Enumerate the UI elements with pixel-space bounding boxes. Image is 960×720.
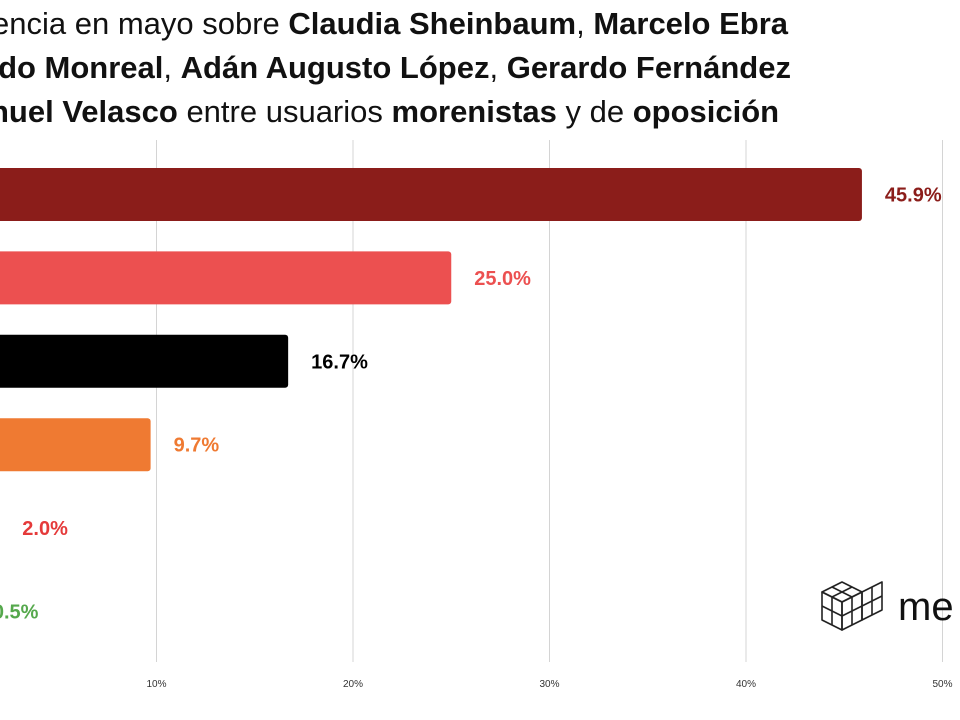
title-line3-segment-2: morenistas [391, 94, 557, 129]
title-line2-segment-4: Gerardo Fernández [506, 50, 791, 85]
logo-text: me [898, 585, 954, 629]
title-line1-segment-3: Marcelo Ebra [593, 6, 789, 41]
bar-3 [0, 418, 151, 472]
bar-value-label-2: 16.7% [311, 351, 368, 373]
title-line2-segment-0: rdo Monreal [0, 50, 164, 85]
title-line1-segment-2: , [576, 6, 594, 41]
title-line2-segment-2: Adán Augusto López [180, 50, 490, 85]
bar-value-label-3: 9.7% [174, 435, 220, 457]
x-tick-label-30: 30% [539, 679, 559, 690]
title-line3-segment-3: y de [556, 94, 633, 129]
x-tick-label-20: 20% [343, 679, 363, 690]
title-line3-segment-1: entre usuarios [177, 94, 392, 129]
bar-value-label-5: 0.5% [0, 602, 39, 624]
title-line-3: nuel Velasco entre usuarios morenistas y… [0, 92, 779, 132]
cube-grid-logo-icon [821, 581, 883, 631]
title-line2-segment-1: , [163, 50, 181, 85]
bar-1 [0, 251, 452, 305]
x-tick-label-40: 40% [736, 679, 756, 690]
bar-value-label-4: 2.0% [22, 518, 68, 540]
x-tick-label-10: 10% [146, 679, 166, 690]
x-tick-label-50: 50% [932, 679, 952, 690]
title-line-2: rdo Monreal, Adán Augusto López, Gerardo… [0, 48, 791, 88]
bar-0 [0, 168, 862, 221]
bar-value-label-1: 25.0% [474, 268, 531, 290]
bar-2 [0, 334, 289, 388]
bar-value-label-0: 45.9% [885, 185, 942, 207]
title-line1-segment-1: Claudia Sheinbaum [288, 6, 577, 41]
title-line2-segment-3: , [489, 50, 507, 85]
title-line3-segment-4: oposición [632, 94, 780, 129]
title-line1-segment-0: encia en mayo sobre [0, 6, 289, 41]
title-line3-segment-0: nuel Velasco [0, 94, 178, 129]
title-line-1: encia en mayo sobre Claudia Sheinbaum, M… [0, 4, 788, 44]
chart-title: encia en mayo sobre Claudia Sheinbaum, M… [0, 0, 960, 140]
